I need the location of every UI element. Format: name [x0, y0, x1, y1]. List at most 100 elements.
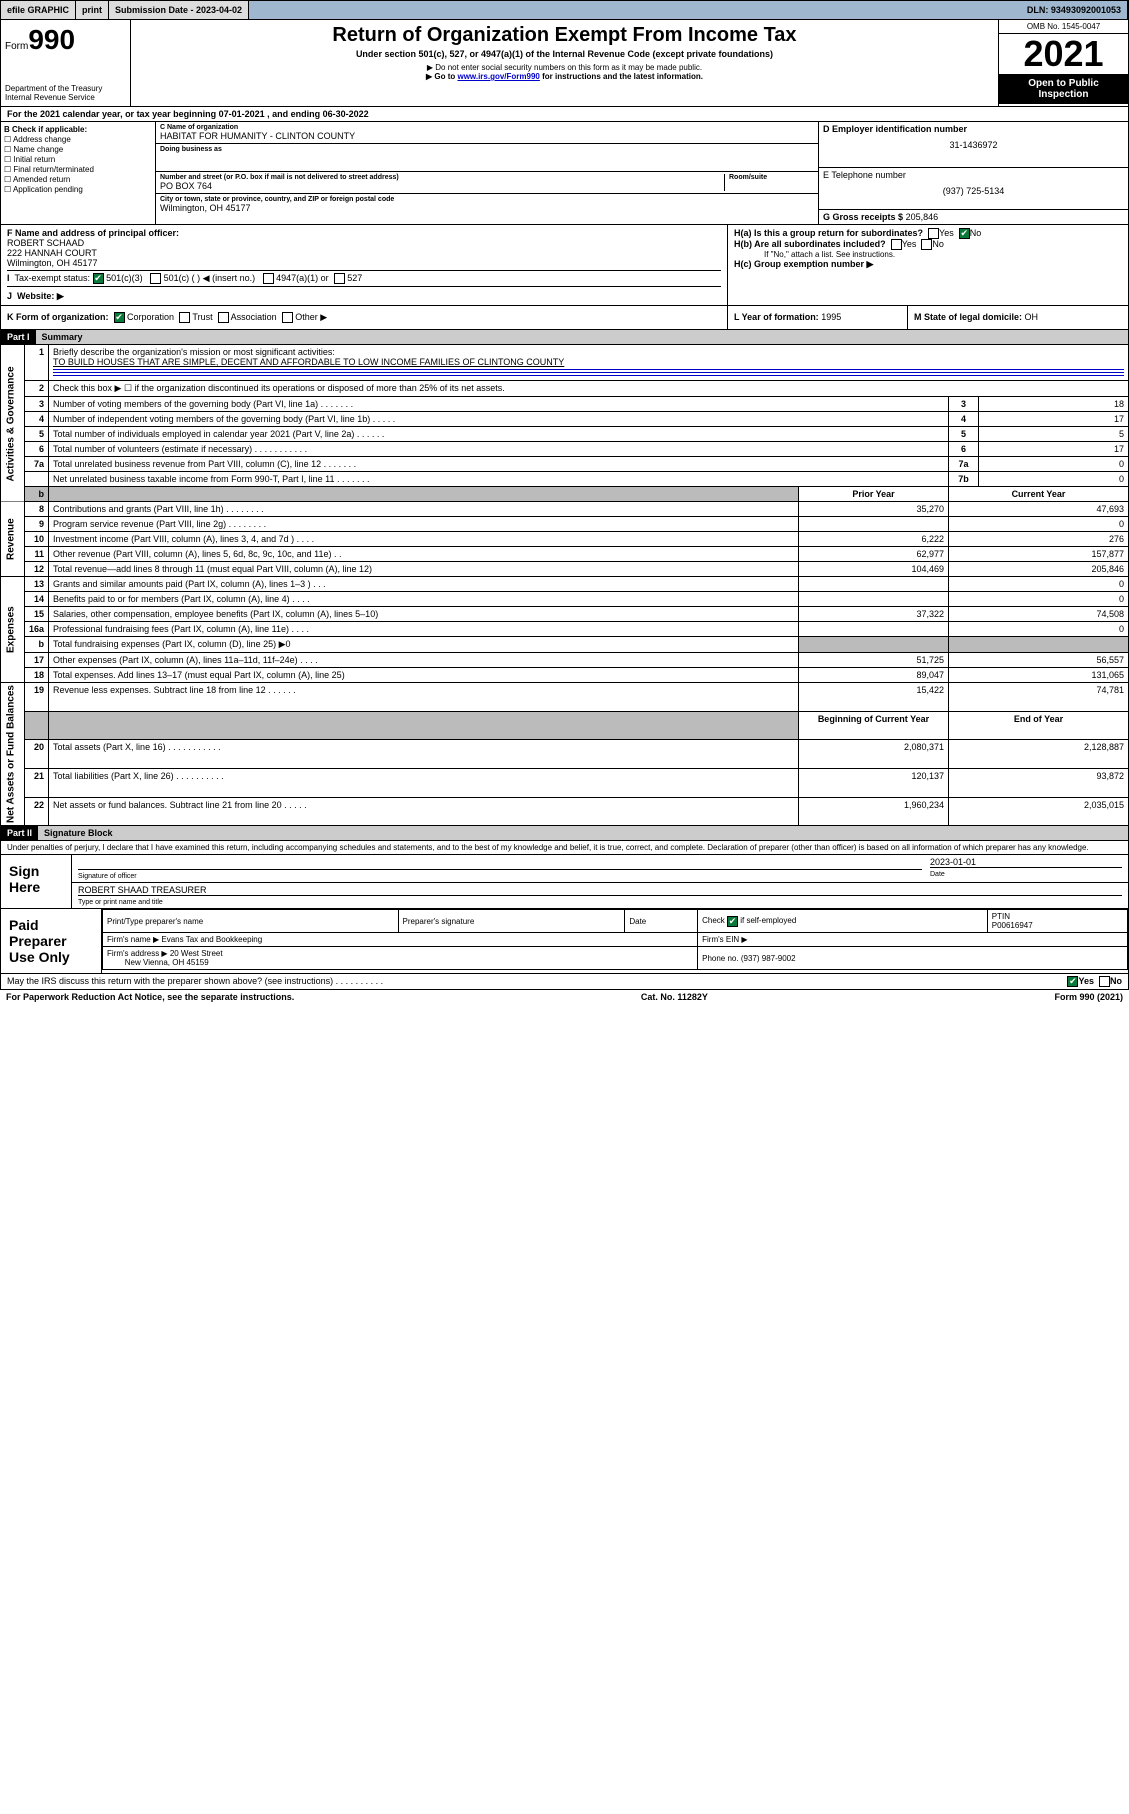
form-990: 990 [28, 24, 75, 55]
irs-link[interactable]: www.irs.gov/Form990 [457, 72, 539, 81]
officer-name: ROBERT SCHAAD [7, 238, 84, 248]
preparer-table: Print/Type preparer's name Preparer's si… [102, 909, 1128, 970]
irs-label: Internal Revenue Service [5, 93, 126, 102]
gross-receipts-label: G Gross receipts $ [823, 212, 903, 222]
footer-mid: Cat. No. 11282Y [641, 992, 708, 1002]
col-prior-year: Prior Year [799, 487, 949, 502]
table-row: 4Number of independent voting members of… [1, 412, 1129, 427]
chk-initial-return[interactable]: ☐ Initial return [4, 155, 152, 164]
chk-527[interactable] [334, 273, 345, 284]
chk-app-pending[interactable]: ☐ Application pending [4, 185, 152, 194]
table-row: 16aProfessional fundraising fees (Part I… [1, 622, 1129, 637]
opt-501c: 501(c) ( ) ◀ (insert no.) [164, 273, 255, 283]
print-button[interactable]: print [76, 1, 109, 19]
firm-name: Evans Tax and Bookkeeping [161, 935, 262, 944]
hb-yes[interactable] [891, 239, 902, 250]
chk-501c3[interactable]: ✔ [93, 273, 104, 284]
page-footer: For Paperwork Reduction Act Notice, see … [0, 990, 1129, 1004]
part2-title: Signature Block [38, 826, 1128, 840]
ha-no[interactable]: ✔ [959, 228, 970, 239]
website-label: Website: ▶ [17, 291, 64, 301]
part1-title: Summary [36, 330, 1128, 344]
officer-addr2: Wilmington, OH 45177 [7, 258, 98, 268]
chk-amended[interactable]: ☐ Amended return [4, 175, 152, 184]
col-current-year: Current Year [949, 487, 1129, 502]
sign-here-label: Sign Here [1, 855, 71, 908]
line-a: For the 2021 calendar year, or tax year … [0, 107, 1129, 122]
ein-value: 31-1436972 [823, 140, 1124, 150]
phone-value: (937) 725-5134 [823, 186, 1124, 196]
dba-label: Doing business as [160, 146, 814, 153]
city-label: City or town, state or province, country… [160, 196, 814, 203]
col-c: C Name of organization HABITAT FOR HUMAN… [156, 122, 818, 224]
may-irs-row: May the IRS discuss this return with the… [0, 974, 1129, 990]
subtitle-2: ▶ Do not enter social security numbers o… [139, 63, 990, 72]
table-row: 18Total expenses. Add lines 13–17 (must … [1, 668, 1129, 683]
footer-right: Form 990 (2021) [1054, 992, 1123, 1002]
ptin-value: P00616947 [992, 921, 1033, 930]
opt-527: 527 [347, 273, 362, 283]
line2-text: Check this box ▶ ☐ if the organization d… [49, 381, 1129, 397]
self-employed-check[interactable]: Check ✔ if self-employed [702, 916, 796, 925]
state-domicile: OH [1025, 312, 1039, 322]
form-prefix: Form [5, 41, 28, 52]
chk-name-change[interactable]: ☐ Name change [4, 145, 152, 154]
sig-date-label: Date [930, 871, 945, 878]
hb-no[interactable] [921, 239, 932, 250]
chk-corp[interactable]: ✔ [114, 312, 125, 323]
omb-number: OMB No. 1545-0047 [999, 20, 1128, 34]
gross-receipts-value: 205,846 [906, 212, 939, 222]
ha-yes[interactable] [928, 228, 939, 239]
firm-addr1: 20 West Street [170, 949, 223, 958]
chk-trust[interactable] [179, 312, 190, 323]
goto-suffix: for instructions and the latest informat… [540, 72, 703, 81]
table-row: 7aTotal unrelated business revenue from … [1, 457, 1129, 472]
table-row: 3Number of voting members of the governi… [1, 397, 1129, 412]
officer-name-title: ROBERT SHAAD TREASURER [78, 885, 207, 895]
b-label: B Check if applicable: [4, 125, 87, 134]
goto-prefix: ▶ Go to [426, 72, 457, 81]
firm-phone-label: Phone no. [702, 954, 738, 963]
table-row: 14Benefits paid to or for members (Part … [1, 592, 1129, 607]
chk-final-return[interactable]: ☐ Final return/terminated [4, 165, 152, 174]
side-expenses: Expenses [1, 577, 25, 683]
side-netassets: Net Assets or Fund Balances [1, 683, 25, 826]
officer-addr1: 222 HANNAH COURT [7, 248, 97, 258]
subtitle-3: ▶ Go to www.irs.gov/Form990 for instruct… [139, 72, 990, 81]
chk-other[interactable] [282, 312, 293, 323]
may-irs-yes[interactable]: ✔ [1067, 976, 1078, 987]
prep-name-hdr: Print/Type preparer's name [103, 910, 399, 933]
line1-label: Briefly describe the organization's miss… [53, 347, 335, 357]
side-activities: Activities & Governance [1, 345, 25, 502]
chk-501c[interactable] [150, 273, 161, 284]
type-name-label: Type or print name and title [78, 899, 163, 906]
firm-phone: (937) 987-9002 [741, 954, 796, 963]
tax-exempt-label: Tax-exempt status: [15, 273, 91, 283]
ein-label: D Employer identification number [823, 124, 967, 134]
col-b: B Check if applicable: ☐ Address change … [1, 122, 156, 224]
tax-year: 2021 [999, 34, 1128, 74]
k-label: K Form of organization: [7, 312, 109, 322]
hc-label: H(c) Group exemption number ▶ [734, 259, 873, 269]
part2-label: Part II [1, 826, 38, 840]
chk-4947[interactable] [263, 273, 274, 284]
chk-address-change[interactable]: ☐ Address change [4, 135, 152, 144]
table-row: bTotal fundraising expenses (Part IX, co… [1, 637, 1129, 653]
table-row: 9Program service revenue (Part VIII, lin… [1, 517, 1129, 532]
subtitle-1: Under section 501(c), 527, or 4947(a)(1)… [139, 49, 990, 59]
firm-addr-label: Firm's address ▶ [107, 949, 168, 958]
form-number: Form990 [5, 24, 126, 56]
perjury-declaration: Under penalties of perjury, I declare th… [0, 841, 1129, 855]
prep-sig-hdr: Preparer's signature [398, 910, 625, 933]
table-row: 6Total number of volunteers (estimate if… [1, 442, 1129, 457]
part1-label: Part I [1, 330, 36, 344]
paid-preparer-block: Paid Preparer Use Only Print/Type prepar… [0, 909, 1129, 974]
toolbar-spacer [249, 1, 1021, 19]
opt-4947: 4947(a)(1) or [276, 273, 329, 283]
part2-header: Part II Signature Block [0, 826, 1129, 841]
chk-assoc[interactable] [218, 312, 229, 323]
prep-date-hdr: Date [625, 910, 698, 933]
year-formation: 1995 [821, 312, 841, 322]
may-irs-no[interactable] [1099, 976, 1110, 987]
section-fih: F Name and address of principal officer:… [0, 225, 1129, 306]
